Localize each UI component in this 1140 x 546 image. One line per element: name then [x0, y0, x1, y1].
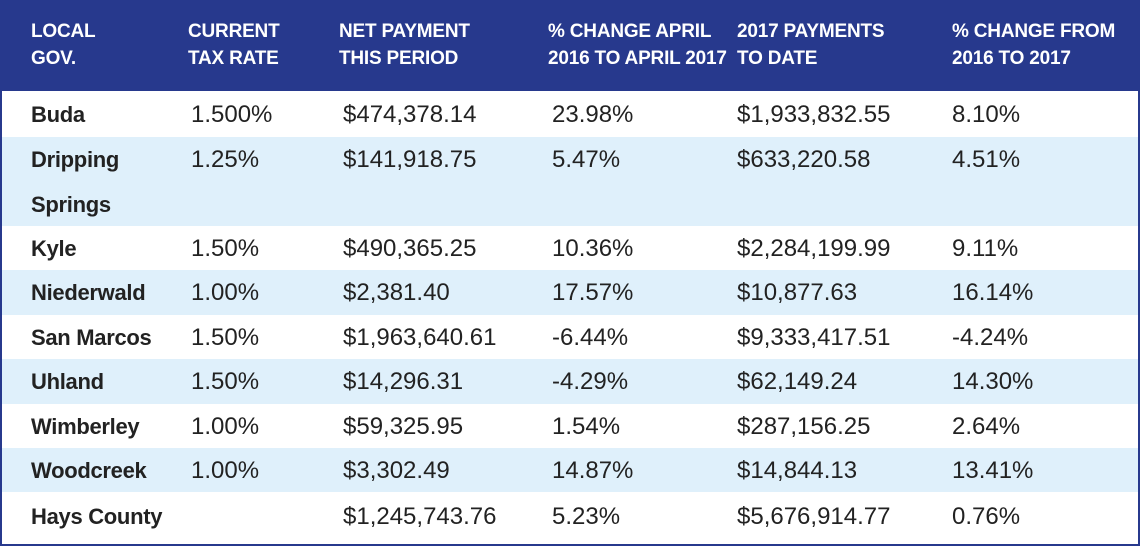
header-current-tax-rate: CURRENT TAX RATE [188, 21, 280, 69]
cell-local-gov: Buda [31, 102, 85, 127]
cell-payments-to-date: $2,284,199.99 [737, 235, 891, 262]
cell-payments-to-date: $287,156.25 [737, 413, 871, 440]
table-header: LOCAL GOV. CURRENT TAX RATE NET PAYMENT … [2, 0, 1140, 91]
cell-change-year: 13.41% [952, 457, 1034, 484]
cell-tax-rate: 1.00% [191, 457, 260, 484]
cell-local-gov: Dripping Springs [31, 147, 120, 217]
cell-change-year: 2.64% [952, 413, 1021, 440]
cell-local-gov: Kyle [31, 236, 77, 261]
cell-tax-rate: 1.00% [191, 413, 260, 440]
cell-change-april: 5.23% [552, 503, 621, 530]
header-payments-to-date: 2017 PAYMENTS TO DATE [737, 21, 885, 69]
cell-payments-to-date: $9,333,417.51 [737, 324, 891, 351]
header-change-april: % CHANGE APRIL 2016 TO APRIL 2017 [548, 21, 727, 69]
cell-change-year: 8.10% [952, 101, 1021, 128]
cell-tax-rate: 1.25% [191, 146, 260, 173]
cell-change-year: 9.11% [952, 235, 1019, 262]
cell-net-payment: $1,245,743.76 [343, 503, 497, 530]
cell-local-gov: San Marcos [31, 325, 152, 350]
table-row: Woodcreek 1.00% $3,302.49 14.87% $14,844… [2, 448, 1138, 492]
cell-tax-rate: 1.50% [191, 368, 260, 395]
table-row: Uhland 1.50% $14,296.31 -4.29% $62,149.2… [2, 359, 1138, 404]
cell-tax-rate: 1.50% [191, 324, 260, 351]
cell-payments-to-date: $1,933,832.55 [737, 101, 891, 128]
table-row: Niederwald 1.00% $2,381.40 17.57% $10,87… [2, 270, 1138, 315]
table-row: San Marcos 1.50% $1,963,640.61 -6.44% $9… [2, 315, 1138, 359]
cell-change-april: 17.57% [552, 279, 634, 306]
header-local-gov: LOCAL GOV. [31, 21, 96, 69]
cell-payments-to-date: $5,676,914.77 [737, 503, 891, 530]
cell-net-payment: $490,365.25 [343, 235, 477, 262]
cell-change-year: 14.30% [952, 368, 1034, 395]
cell-change-year: 4.51% [952, 146, 1021, 173]
table-row: Kyle 1.50% $490,365.25 10.36% $2,284,199… [2, 226, 1138, 270]
cell-change-april: 10.36% [552, 235, 634, 262]
cell-payments-to-date: $62,149.24 [737, 368, 858, 395]
cell-net-payment: $59,325.95 [343, 413, 464, 440]
cell-payments-to-date: $14,844.13 [737, 457, 858, 484]
cell-change-year: 16.14% [952, 279, 1034, 306]
cell-net-payment: $141,918.75 [343, 146, 477, 173]
header-change-year: % CHANGE FROM 2016 TO 2017 [952, 21, 1116, 69]
cell-local-gov: Wimberley [31, 414, 140, 439]
table-row: Dripping Springs 1.25% $141,918.75 5.47%… [2, 137, 1138, 226]
header-net-payment: NET PAYMENT THIS PERIOD [339, 21, 470, 69]
cell-tax-rate: 1.500% [191, 101, 273, 128]
cell-change-april: 1.54% [552, 413, 621, 440]
cell-change-april: 5.47% [552, 146, 621, 173]
cell-change-april: 23.98% [552, 101, 634, 128]
table-row: Buda 1.500% $474,378.14 23.98% $1,933,83… [2, 92, 1138, 137]
cell-tax-rate: 1.00% [191, 279, 260, 306]
cell-net-payment: $1,963,640.61 [343, 324, 497, 351]
cell-local-gov: Hays County [31, 504, 163, 529]
table-row: Wimberley 1.00% $59,325.95 1.54% $287,15… [2, 404, 1138, 448]
cell-change-year: 0.76% [952, 503, 1021, 530]
cell-net-payment: $474,378.14 [343, 101, 477, 128]
cell-local-gov: Niederwald [31, 280, 146, 305]
cell-net-payment: $3,302.49 [343, 457, 450, 484]
cell-local-gov: Woodcreek [31, 458, 147, 483]
cell-payments-to-date: $633,220.58 [737, 146, 871, 173]
cell-net-payment: $2,381.40 [343, 279, 450, 306]
cell-local-gov: Uhland [31, 369, 104, 394]
cell-change-april: -6.44% [552, 324, 629, 351]
cell-change-year: -4.24% [952, 324, 1029, 351]
cell-change-april: 14.87% [552, 457, 634, 484]
table-row-total: Hays County $1,245,743.76 5.23% $5,676,9… [2, 494, 1138, 540]
cell-tax-rate: 1.50% [191, 235, 260, 262]
cell-change-april: -4.29% [552, 368, 629, 395]
cell-net-payment: $14,296.31 [343, 368, 464, 395]
cell-payments-to-date: $10,877.63 [737, 279, 858, 306]
